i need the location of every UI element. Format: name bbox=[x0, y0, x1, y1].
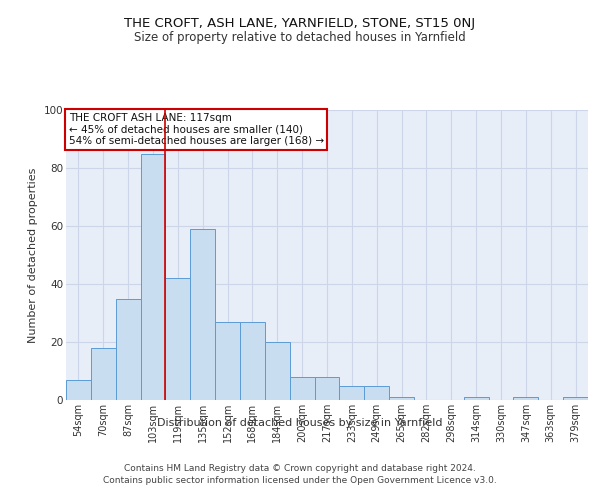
Bar bbox=[514, 397, 538, 400]
Bar bbox=[389, 397, 414, 400]
Text: THE CROFT, ASH LANE, YARNFIELD, STONE, ST15 0NJ: THE CROFT, ASH LANE, YARNFIELD, STONE, S… bbox=[124, 18, 476, 30]
Bar bbox=[190, 229, 215, 400]
Text: Contains HM Land Registry data © Crown copyright and database right 2024.: Contains HM Land Registry data © Crown c… bbox=[124, 464, 476, 473]
Bar bbox=[464, 397, 488, 400]
Bar bbox=[290, 377, 314, 400]
Bar bbox=[340, 386, 364, 400]
Bar bbox=[215, 322, 240, 400]
Text: Contains public sector information licensed under the Open Government Licence v3: Contains public sector information licen… bbox=[103, 476, 497, 485]
Bar bbox=[364, 386, 389, 400]
Bar bbox=[66, 380, 91, 400]
Bar bbox=[91, 348, 116, 400]
Bar bbox=[140, 154, 166, 400]
Bar bbox=[116, 298, 140, 400]
Text: Size of property relative to detached houses in Yarnfield: Size of property relative to detached ho… bbox=[134, 31, 466, 44]
Bar bbox=[314, 377, 340, 400]
Bar bbox=[563, 397, 588, 400]
Y-axis label: Number of detached properties: Number of detached properties bbox=[28, 168, 38, 342]
Bar bbox=[166, 278, 190, 400]
Text: Distribution of detached houses by size in Yarnfield: Distribution of detached houses by size … bbox=[157, 418, 443, 428]
Bar bbox=[240, 322, 265, 400]
Bar bbox=[265, 342, 290, 400]
Text: THE CROFT ASH LANE: 117sqm
← 45% of detached houses are smaller (140)
54% of sem: THE CROFT ASH LANE: 117sqm ← 45% of deta… bbox=[68, 113, 324, 146]
